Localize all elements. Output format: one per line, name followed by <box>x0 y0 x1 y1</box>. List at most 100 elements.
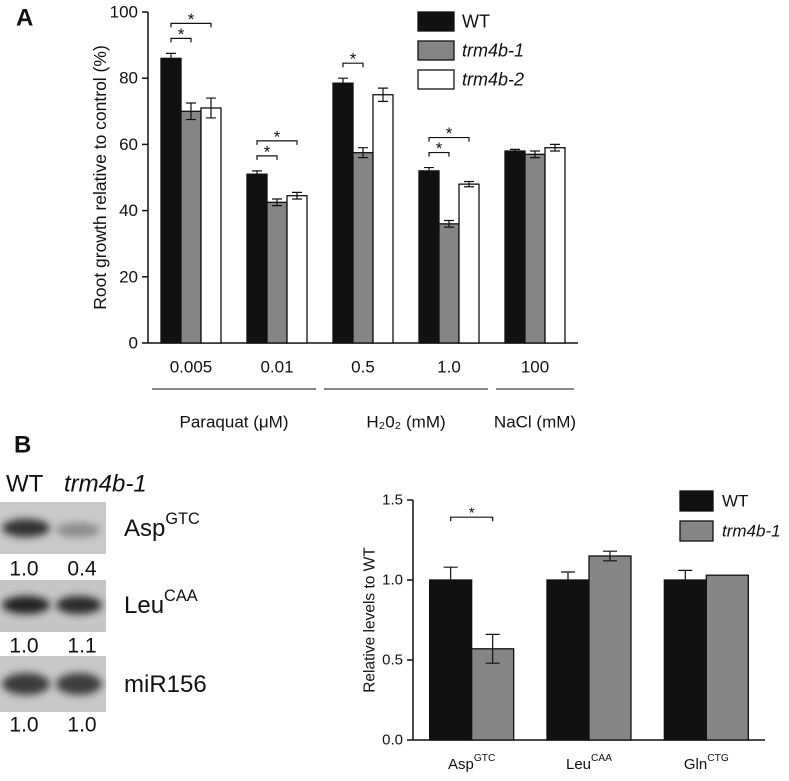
error-bar <box>186 102 196 121</box>
group-label: NaCl (mM) <box>494 413 576 432</box>
error-bar <box>292 191 302 200</box>
bar <box>429 579 473 741</box>
significance-label: * <box>274 127 281 146</box>
y-tick-label: 80 <box>119 69 138 88</box>
significance-label: * <box>436 139 443 158</box>
blot-row-label-superscript: GTC <box>165 510 200 528</box>
legend-label: WT <box>462 12 490 32</box>
panel-label: B <box>14 432 31 459</box>
quantification: 1.0 <box>67 714 96 737</box>
significance-bracket <box>428 151 450 157</box>
x-tick-label-base: Asp <box>448 756 474 773</box>
bar <box>705 574 749 741</box>
y-axis-label: Relative levels to WT <box>362 547 379 693</box>
x-tick-label-base: Gln <box>684 756 707 773</box>
y-tick-label: 40 <box>119 201 138 220</box>
bar <box>663 579 707 741</box>
significance-bracket <box>450 516 494 522</box>
group-label: Paraquat (μM) <box>180 413 289 432</box>
y-tick-label: 20 <box>119 267 138 286</box>
x-tick-label: 0.01 <box>260 358 293 377</box>
bar <box>438 223 460 344</box>
error-bar <box>444 219 454 228</box>
lane-label: trm4b-1 <box>64 471 147 498</box>
bar <box>266 201 288 344</box>
bar <box>524 153 546 344</box>
error-bar <box>561 571 575 589</box>
bar <box>544 147 566 344</box>
x-tick-label-superscript: GTC <box>474 753 496 764</box>
bar <box>352 152 374 344</box>
blot-row-label-superscript: CAA <box>164 587 198 605</box>
y-tick-label: 0.0 <box>382 732 403 749</box>
bar <box>286 195 308 344</box>
significance-bracket <box>428 136 470 142</box>
significance-label: * <box>188 10 195 29</box>
bar <box>200 107 222 344</box>
blot-row-label-base: miR156 <box>124 671 207 698</box>
y-tick-label: 0 <box>129 334 138 353</box>
significance-bracket <box>256 155 278 160</box>
x-tick-label: LeuCAA <box>566 753 612 773</box>
bar <box>246 173 268 344</box>
x-tick-label: GlnCTG <box>684 753 729 773</box>
error-bar <box>272 198 282 207</box>
x-tick-label-base: Leu <box>566 756 591 773</box>
bar <box>471 648 515 741</box>
y-axis-label: Root growth relative to control (%) <box>90 45 110 310</box>
y-tick-label: 0.5 <box>382 652 403 669</box>
error-bar <box>338 77 348 89</box>
y-tick-label: 60 <box>119 135 138 154</box>
quantification: 1.0 <box>9 714 38 737</box>
error-bar <box>464 180 474 188</box>
bar <box>160 57 182 344</box>
significance-label: * <box>264 142 271 161</box>
quantification: 1.0 <box>9 635 38 658</box>
legend-swatch <box>417 11 455 32</box>
bar <box>458 183 480 344</box>
legend-label: trm4b-1 <box>722 522 781 541</box>
significance-bracket <box>256 140 298 145</box>
error-bar <box>166 52 176 64</box>
y-tick-label: 1.5 <box>382 492 403 509</box>
legend-label: trm4b-1 <box>462 41 524 61</box>
panel-label: A <box>16 5 33 32</box>
group-label: H₂0₂ (mM) <box>366 413 445 432</box>
legend-swatch <box>679 520 714 542</box>
error-bar <box>603 550 617 562</box>
x-tick-label: 0.5 <box>351 358 375 377</box>
significance-label: * <box>446 124 453 143</box>
bar <box>180 110 202 344</box>
bar <box>332 82 354 344</box>
bar <box>588 555 632 741</box>
bar <box>504 150 526 344</box>
error-bar <box>378 87 388 102</box>
significance-label: * <box>350 50 357 69</box>
quantification: 1.0 <box>9 558 38 581</box>
blot-row-label: miR156 <box>124 671 207 698</box>
blot-row-label-base: Asp <box>124 515 165 542</box>
legend-swatch <box>417 40 455 61</box>
legend-label: trm4b-2 <box>462 70 524 90</box>
significance-bracket <box>170 37 192 43</box>
x-tick-label: 100 <box>521 358 549 377</box>
blot-row-label: LeuCAA <box>124 587 198 619</box>
blot-images <box>0 502 106 712</box>
error-bar <box>550 143 560 152</box>
error-bar <box>443 566 458 594</box>
error-bar <box>530 150 540 159</box>
error-bar <box>358 147 368 159</box>
significance-label: * <box>469 505 475 522</box>
y-tick-label: 100 <box>110 3 138 22</box>
bar <box>418 170 440 344</box>
bar <box>546 579 590 741</box>
bar <box>372 94 394 344</box>
legend-swatch <box>417 69 455 90</box>
quantification: 1.1 <box>67 635 96 658</box>
x-tick-label-superscript: CTG <box>707 753 729 764</box>
significance-bracket <box>170 22 212 28</box>
significance-bracket <box>342 62 364 68</box>
y-tick-label: 1.0 <box>382 572 403 589</box>
quantification: 0.4 <box>67 558 97 581</box>
